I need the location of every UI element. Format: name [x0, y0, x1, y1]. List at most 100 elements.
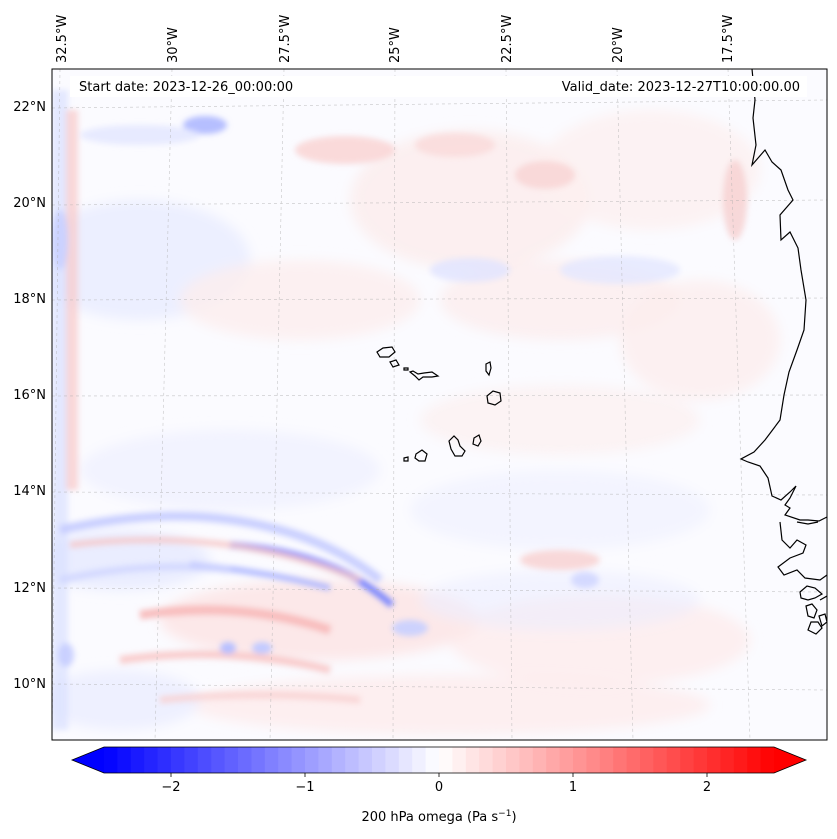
colorbar-segment — [157, 747, 172, 773]
colorbar-segment — [264, 747, 279, 773]
colorbar-segment — [626, 747, 641, 773]
island-fogo — [414, 449, 428, 462]
colorbar-segment — [372, 747, 386, 773]
colorbar-segment — [613, 747, 628, 773]
island-maio — [472, 434, 482, 447]
colorbar-tick-label: −2 — [161, 780, 180, 795]
colorbar-segment — [546, 747, 561, 773]
colorbar-segment — [425, 747, 440, 773]
colorbar-tick-label: 2 — [703, 780, 711, 795]
colorbar-segment — [278, 747, 293, 773]
lat-label: 12°N — [13, 581, 46, 596]
lon-label: 20°W — [611, 27, 626, 63]
colorbar-segment — [197, 747, 212, 773]
colorbar-segment — [305, 747, 319, 773]
colorbar-segment — [506, 747, 520, 773]
gridlines — [52, 69, 827, 740]
colorbar-segment — [640, 747, 654, 773]
colorbar-segment — [224, 747, 239, 773]
lat-label: 10°N — [13, 677, 46, 692]
colorbar-segment — [653, 747, 668, 773]
lon-label: 30°W — [166, 27, 181, 63]
colorbar-ticks: −2 −1 0 1 2 — [161, 773, 711, 795]
colorbar-segment — [104, 747, 118, 773]
lon-label: 17.5°W — [721, 15, 736, 63]
colorbar-segment — [693, 747, 708, 773]
coastline-bissau — [799, 585, 824, 601]
island-brava — [403, 456, 409, 462]
coastline-bijagos-3 — [818, 613, 827, 628]
lat-label: 18°N — [13, 292, 46, 307]
colorbar-segment — [599, 747, 614, 773]
omega-field-broad — [52, 110, 780, 735]
colorbar-max-extend — [774, 747, 806, 773]
colorbar-tick-label: −1 — [295, 780, 314, 795]
colorbar-segment — [318, 747, 333, 773]
lat-label: 14°N — [13, 484, 46, 499]
colorbar-segment — [733, 747, 748, 773]
colorbar-segment — [519, 747, 534, 773]
colorbar-outline — [70, 746, 808, 774]
colorbar-segment — [760, 747, 775, 773]
colorbar-label: 200 hPa omega (Pa s−1) — [361, 809, 516, 825]
colorbar-segment — [586, 747, 601, 773]
african-coastline — [739, 69, 827, 635]
coastline-lower — [777, 521, 827, 581]
colorbar-segment — [439, 747, 453, 773]
colorbar-segment — [492, 747, 507, 773]
island-sao-vicente — [389, 359, 400, 368]
island-sao-nicolau — [408, 370, 440, 381]
colorbar-segment — [452, 747, 467, 773]
island-santiago — [448, 435, 466, 457]
colorbar-segment — [720, 747, 735, 773]
start-date-label: Start date: 2023-12-26_00:00:00 — [79, 80, 293, 95]
map-panel: Start date: 2023-12-26_00:00:00 Valid_da… — [51, 68, 828, 741]
colorbar-segment — [251, 747, 266, 773]
colorbar-segment — [184, 747, 199, 773]
colorbar-segment — [345, 747, 360, 773]
lon-label: 25°W — [388, 27, 403, 63]
lon-label: 32.5°W — [55, 15, 70, 63]
colorbar-segment — [238, 747, 252, 773]
colorbar-segment — [532, 747, 547, 773]
coastline-bijagos-2 — [807, 621, 823, 635]
island-santo-antao — [376, 346, 396, 358]
colorbar-segment — [130, 747, 145, 773]
island-boa-vista — [486, 390, 502, 406]
colorbar-segment — [479, 747, 494, 773]
colorbar-segments — [104, 747, 775, 773]
cabo-verde-islands — [376, 346, 502, 462]
colorbar-segment — [117, 747, 132, 773]
colorbar-segment — [385, 747, 400, 773]
island-sal — [485, 361, 492, 377]
colorbar-segment — [398, 747, 413, 773]
colorbar-segment — [358, 747, 373, 773]
lat-label: 22°N — [13, 100, 46, 115]
lat-label: 16°N — [13, 388, 46, 403]
colorbar-segment — [465, 747, 480, 773]
colorbar-tick-label: 0 — [435, 780, 443, 795]
date-box — [70, 76, 807, 97]
island-santa-luzia — [403, 367, 409, 371]
map-frame — [51, 68, 828, 741]
colorbar-segment — [747, 747, 762, 773]
lat-label: 20°N — [13, 196, 46, 211]
colorbar: −2 −1 0 1 2 200 hPa omega (Pa s−1) — [70, 746, 808, 825]
omega-field-features — [52, 90, 747, 730]
lon-label: 22.5°W — [500, 15, 515, 63]
colorbar-segment — [144, 747, 159, 773]
colorbar-segment — [412, 747, 427, 773]
coastline-main — [739, 69, 827, 522]
lon-label: 27.5°W — [278, 15, 293, 63]
colorbar-segment — [211, 747, 226, 773]
colorbar-min-extend — [72, 747, 104, 773]
colorbar-segment — [559, 747, 574, 773]
colorbar-segment — [331, 747, 346, 773]
colorbar-tick-label: 1 — [569, 780, 577, 795]
omega-field — [52, 69, 827, 740]
colorbar-segment — [171, 747, 185, 773]
colorbar-segment — [707, 747, 721, 773]
valid-date-label: Valid_date: 2023-12-27T10:00:00.00 — [562, 80, 800, 95]
colorbar-segment — [573, 747, 587, 773]
